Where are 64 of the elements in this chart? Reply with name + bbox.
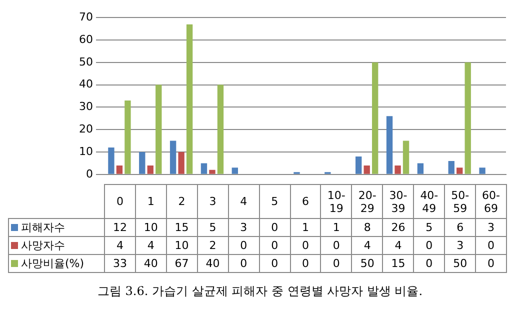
data-label: 3	[476, 218, 506, 236]
data-label: 1	[290, 218, 321, 236]
data-label: 3	[228, 218, 260, 236]
data-label: 40	[197, 254, 228, 272]
data-label: 26	[382, 218, 414, 236]
data-label: 50	[352, 254, 383, 272]
x-tick-label: 4	[228, 184, 260, 218]
data-label: 33	[104, 254, 136, 272]
legend-label: 사망비율(%)	[21, 257, 84, 270]
data-label: 0	[320, 236, 352, 254]
y-tick-label: 40	[79, 78, 93, 91]
data-label: 0	[476, 254, 506, 272]
data-label: 0	[259, 218, 290, 236]
x-tick-label: 10-19	[320, 184, 352, 218]
x-tick-label: 6	[290, 184, 321, 218]
data-label: 0	[228, 254, 260, 272]
data-label: 40	[135, 254, 166, 272]
data-label: 0	[414, 236, 445, 254]
data-label: 0	[228, 236, 260, 254]
y-tick-label: 0	[86, 167, 93, 180]
data-label: 5	[414, 218, 445, 236]
data-label: 0	[414, 254, 445, 272]
y-tick-label: 50	[79, 55, 93, 68]
y-tick-label: 10	[79, 144, 93, 158]
x-tick-label: 40-49	[414, 184, 445, 218]
data-label: 0	[259, 254, 290, 272]
data-label: 0	[290, 254, 321, 272]
legend-label: 사망자수	[21, 239, 65, 252]
data-label: 10	[135, 218, 166, 236]
data-label: 4	[382, 236, 414, 254]
x-tick-label: 5	[259, 184, 290, 218]
x-tick-label: 50-59	[444, 184, 476, 218]
x-tick-label: 3	[197, 184, 228, 218]
data-label: 4	[104, 236, 136, 254]
data-label: 3	[444, 236, 476, 254]
x-tick-label: 1	[135, 184, 166, 218]
x-tick-label: 60-69	[476, 184, 506, 218]
data-label: 6	[444, 218, 476, 236]
data-label: 2	[197, 236, 228, 254]
data-label: 67	[166, 254, 198, 272]
x-tick-label: 0	[104, 184, 136, 218]
data-label: 4	[135, 236, 166, 254]
data-label: 0	[259, 236, 290, 254]
legend-label: 피해자수	[21, 221, 65, 234]
data-label: 15	[382, 254, 414, 272]
x-tick-label: 30-39	[382, 184, 414, 218]
y-tick-label: 70	[79, 10, 93, 24]
y-tick-label: 20	[79, 122, 93, 136]
data-label: 50	[444, 254, 476, 272]
y-tick-label: 60	[79, 32, 93, 46]
data-label: 10	[166, 236, 198, 254]
data-label: 15	[166, 218, 198, 236]
y-tick-label: 30	[79, 100, 93, 114]
caption: 그림 3.6. 가습기 살균제 피해자 중 연령별 사망자 발생 비율.	[96, 283, 424, 300]
data-label: 1	[320, 218, 352, 236]
data-label: 0	[320, 254, 352, 272]
data-label: 4	[352, 236, 383, 254]
data-label: 12	[104, 218, 136, 236]
x-tick-label: 20-29	[352, 184, 383, 218]
x-tick-label: 2	[166, 184, 198, 218]
data-label: 0	[290, 236, 321, 254]
data-label: 5	[197, 218, 228, 236]
data-label: 8	[352, 218, 383, 236]
data-label: 0	[476, 236, 506, 254]
